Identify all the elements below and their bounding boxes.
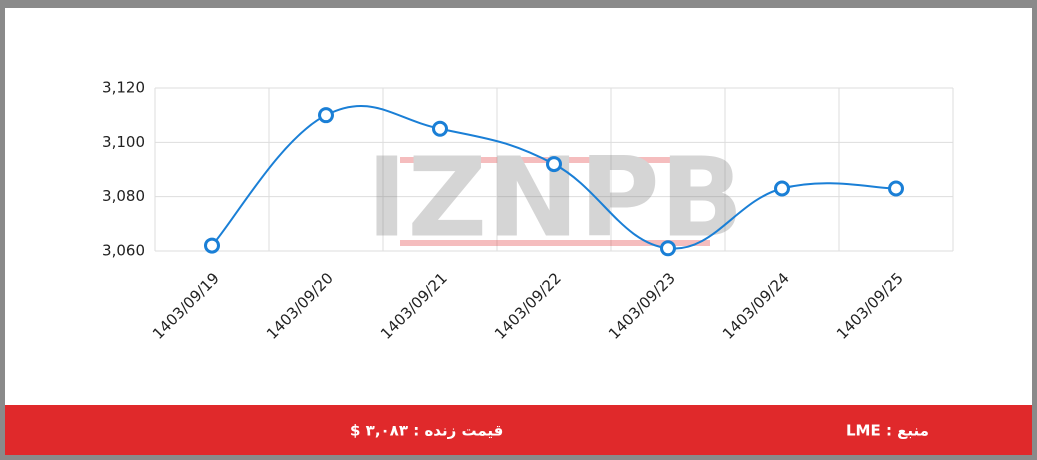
- live-price: قیمت زنده : ۳,۰۸۳ $: [350, 422, 503, 440]
- panel: [5, 8, 1032, 406]
- watermark-group: IZNPB: [366, 133, 743, 261]
- source-label: منبع : LME: [846, 422, 929, 440]
- point: [888, 180, 904, 197]
- y-tick-label: 3,060: [102, 242, 145, 260]
- watermark-stripe: [400, 240, 710, 246]
- watermark: IZNPB: [366, 133, 743, 261]
- point: [432, 120, 448, 137]
- point: [774, 180, 790, 197]
- point: [660, 240, 676, 257]
- point: [204, 237, 220, 254]
- y-tick-label: 3,120: [102, 79, 145, 97]
- footer-bar: [5, 405, 1032, 455]
- point: [318, 107, 334, 124]
- y-tick-label: 3,080: [102, 187, 145, 205]
- y-tick-label: 3,100: [102, 133, 145, 151]
- point: [546, 156, 562, 173]
